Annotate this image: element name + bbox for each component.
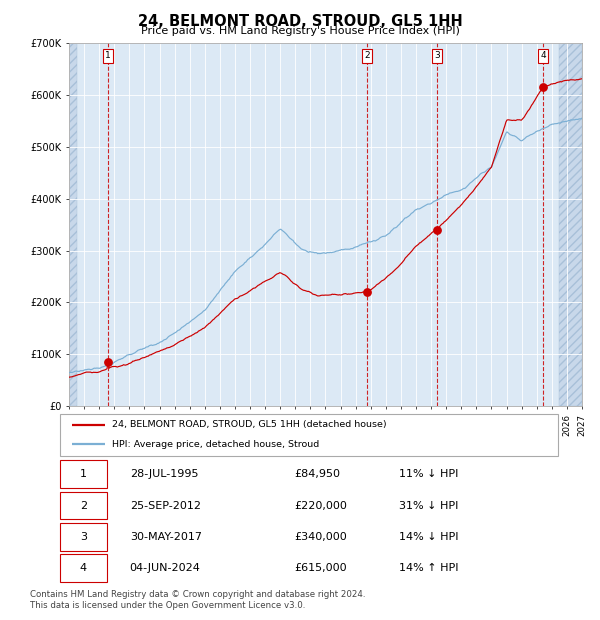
Text: 3: 3 — [80, 531, 87, 542]
FancyBboxPatch shape — [60, 414, 558, 456]
Text: 25-SEP-2012: 25-SEP-2012 — [130, 500, 201, 510]
Bar — [559, 43, 582, 406]
Text: 28-JUL-1995: 28-JUL-1995 — [130, 469, 198, 479]
Text: 2: 2 — [80, 500, 87, 510]
Text: £340,000: £340,000 — [294, 531, 347, 542]
Text: 3: 3 — [434, 51, 440, 60]
Text: 14% ↓ HPI: 14% ↓ HPI — [398, 531, 458, 542]
Text: 11% ↓ HPI: 11% ↓ HPI — [398, 469, 458, 479]
Bar — [69, 43, 77, 406]
Text: HPI: Average price, detached house, Stroud: HPI: Average price, detached house, Stro… — [112, 440, 320, 449]
Point — [362, 287, 371, 297]
Text: £615,000: £615,000 — [294, 563, 347, 573]
Text: 4: 4 — [80, 563, 87, 573]
Point — [103, 357, 113, 367]
Text: 14% ↑ HPI: 14% ↑ HPI — [398, 563, 458, 573]
Point — [433, 225, 442, 235]
Text: 30-MAY-2017: 30-MAY-2017 — [130, 531, 202, 542]
FancyBboxPatch shape — [60, 523, 107, 551]
FancyBboxPatch shape — [60, 461, 107, 489]
FancyBboxPatch shape — [60, 554, 107, 582]
Point — [538, 82, 548, 92]
Text: 24, BELMONT ROAD, STROUD, GL5 1HH: 24, BELMONT ROAD, STROUD, GL5 1HH — [137, 14, 463, 29]
FancyBboxPatch shape — [60, 492, 107, 520]
Text: Contains HM Land Registry data © Crown copyright and database right 2024.
This d: Contains HM Land Registry data © Crown c… — [30, 590, 365, 609]
Text: 1: 1 — [80, 469, 87, 479]
Text: 4: 4 — [540, 51, 546, 60]
Text: £220,000: £220,000 — [294, 500, 347, 510]
Text: 04-JUN-2024: 04-JUN-2024 — [130, 563, 200, 573]
Text: 2: 2 — [364, 51, 370, 60]
Text: £84,950: £84,950 — [294, 469, 340, 479]
Text: 24, BELMONT ROAD, STROUD, GL5 1HH (detached house): 24, BELMONT ROAD, STROUD, GL5 1HH (detac… — [112, 420, 387, 430]
Text: 1: 1 — [105, 51, 110, 60]
Text: Price paid vs. HM Land Registry's House Price Index (HPI): Price paid vs. HM Land Registry's House … — [140, 26, 460, 36]
Text: 31% ↓ HPI: 31% ↓ HPI — [398, 500, 458, 510]
